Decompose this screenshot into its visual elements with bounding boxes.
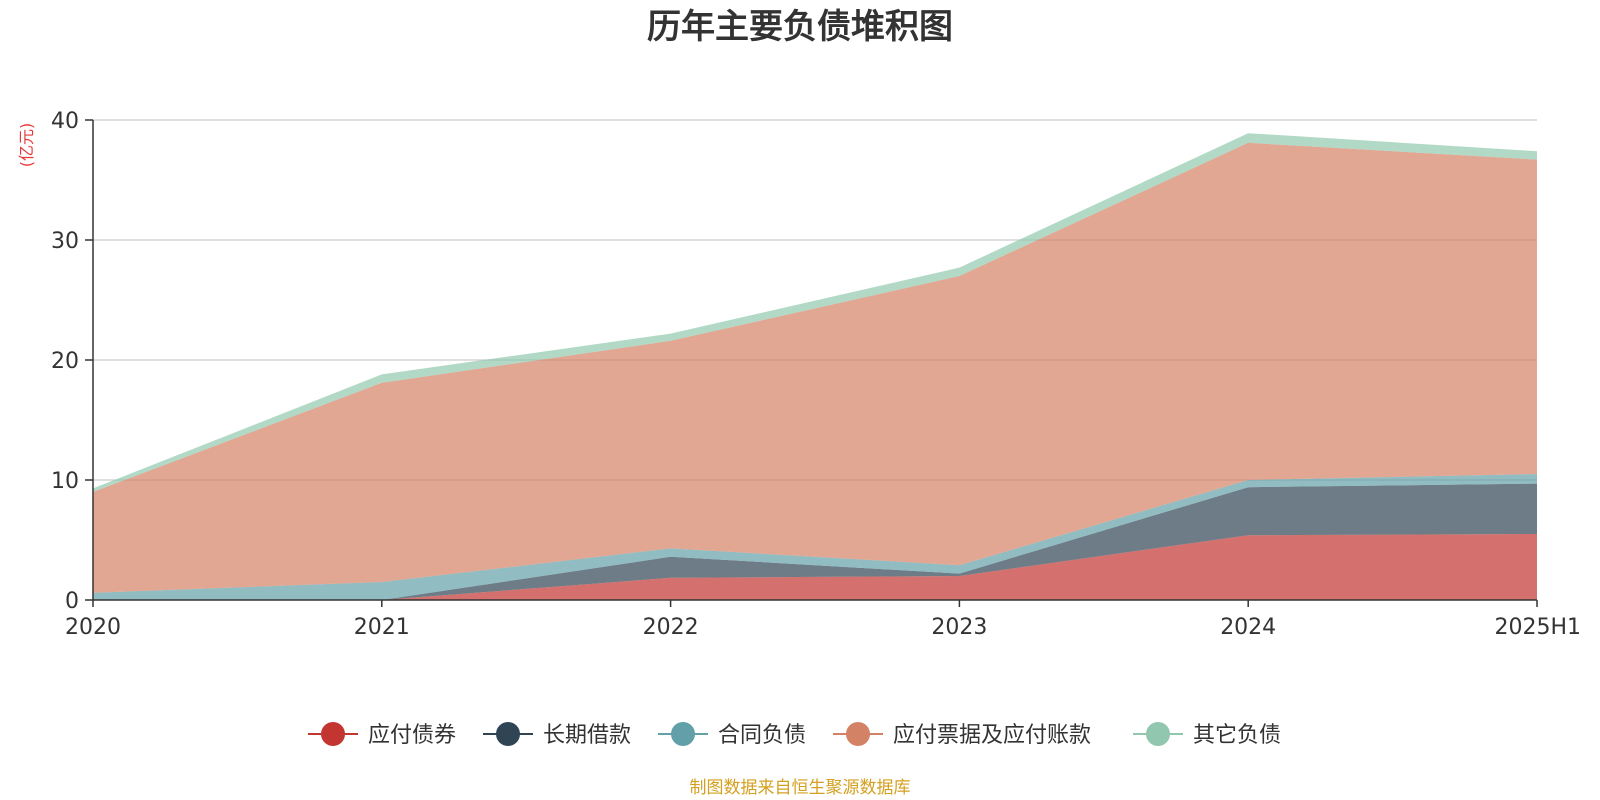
y-tick-label: 30 [51,229,79,254]
legend-marker [496,722,520,746]
legend-marker [671,722,695,746]
x-tick-label: 2022 [643,615,699,640]
legend-label: 应付债券 [368,723,456,748]
legend-label: 合同负债 [718,723,806,748]
x-tick-label: 2025H1 [1494,615,1581,640]
y-tick-label: 0 [65,589,79,614]
legend-marker [846,722,870,746]
legend-item-0[interactable]: 应付债券 [308,722,456,748]
legend-marker [1146,722,1170,746]
legend-item-2[interactable]: 合同负债 [658,722,806,748]
legend-item-3[interactable]: 应付票据及应付账款 [833,722,1091,748]
chart-title: 历年主要负债堆积图 [647,7,953,47]
area-series-0 [93,534,1537,600]
legend-item-1[interactable]: 长期借款 [483,722,631,748]
y-axis-label: (亿元) [17,123,36,168]
stacked-areas [93,133,1537,600]
x-tick-label: 2021 [354,615,410,640]
legend-label: 其它负债 [1193,723,1281,748]
area-series-3 [93,142,1537,593]
legend-item-4[interactable]: 其它负债 [1133,722,1281,748]
source-note: 制图数据来自恒生聚源数据库 [690,778,911,798]
legend-label: 长期借款 [543,723,631,748]
x-tick-label: 2023 [931,615,987,640]
legend: 应付债券 长期借款 合同负债 应付票据及应付账款 其它负债 [308,722,1281,748]
legend-marker [321,722,345,746]
y-tick-label: 40 [51,109,79,134]
x-tick-label: 2020 [65,615,121,640]
x-tick-label: 2024 [1220,615,1276,640]
area-series-2 [93,474,1537,600]
y-tick-label: 10 [51,469,79,494]
legend-label: 应付票据及应付账款 [893,723,1091,748]
axes: 0 10 20 30 40 2020 2021 2022 2023 2024 2025H1 [51,109,1581,640]
area-series-1 [93,483,1537,600]
y-tick-label: 20 [51,349,79,374]
